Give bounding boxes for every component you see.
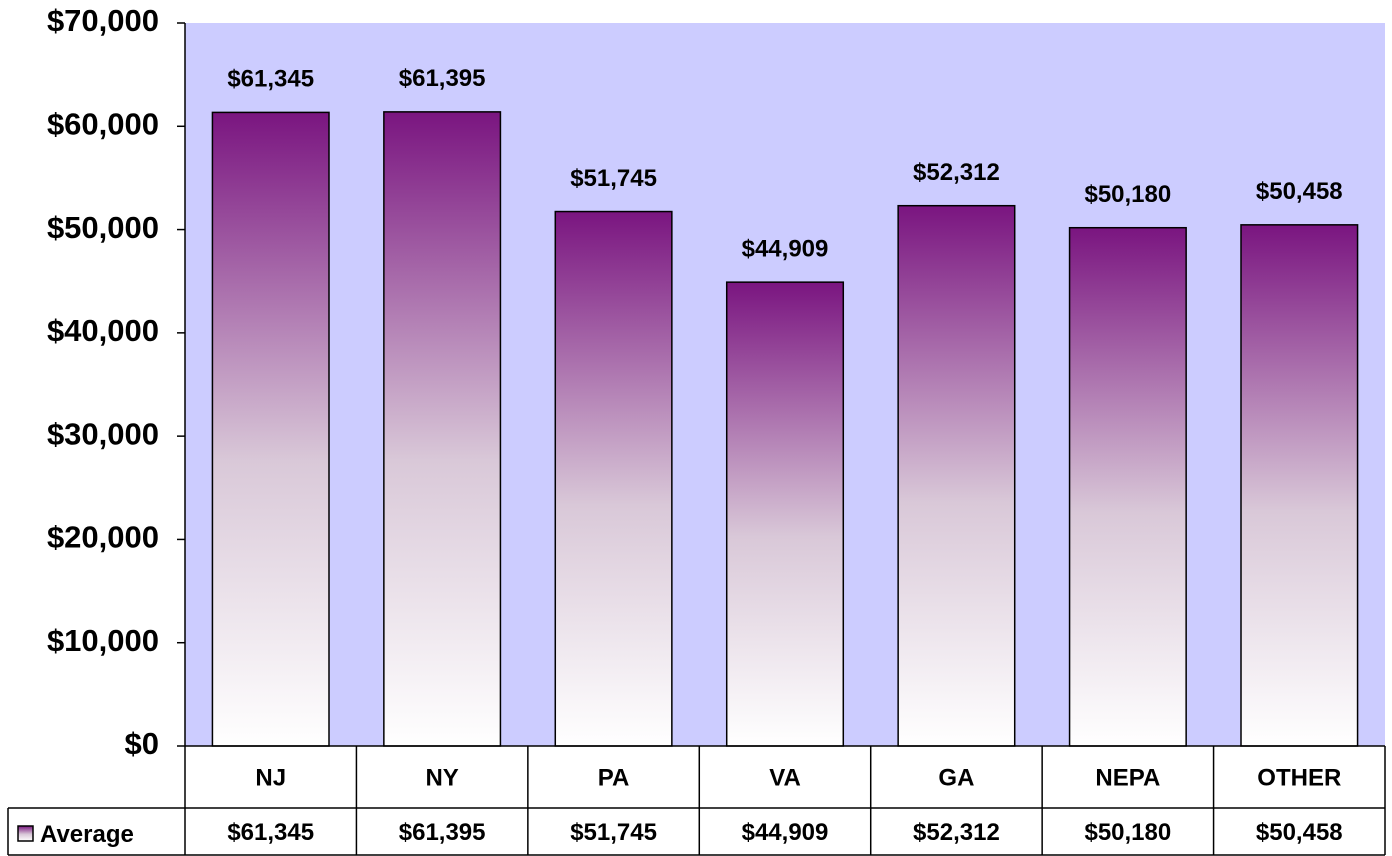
bar: [211, 111, 330, 747]
legend-key: [17, 825, 34, 842]
bar: [554, 210, 673, 747]
y-tick-label: $60,000: [47, 106, 159, 141]
data-label: $61,345: [227, 66, 314, 93]
bar: [725, 281, 845, 747]
y-tick-label: $50,000: [47, 210, 159, 245]
x-tick-label: NJ: [255, 764, 286, 791]
x-tick-label: NY: [425, 764, 458, 791]
bar: [383, 111, 502, 747]
table-value: $61,345: [227, 819, 314, 846]
data-label: $61,395: [399, 65, 486, 92]
table-value: $50,180: [1084, 819, 1171, 846]
data-label: $51,745: [570, 165, 657, 192]
data-label: $52,312: [913, 159, 1000, 186]
x-tick-label: OTHER: [1257, 764, 1341, 791]
legend-label: Average: [40, 821, 134, 848]
bar: [897, 204, 1016, 747]
bar: [1240, 224, 1359, 747]
bar: [1068, 226, 1187, 747]
data-label: $50,180: [1084, 181, 1171, 208]
x-tick-label: PA: [598, 764, 630, 791]
data-label: $50,458: [1256, 178, 1343, 205]
y-tick-label: $40,000: [47, 313, 159, 348]
table-value: $50,458: [1256, 819, 1343, 846]
y-tick-label: $30,000: [47, 416, 159, 451]
y-tick-label: $0: [125, 726, 159, 761]
x-tick-label: GA: [938, 764, 974, 791]
table-value: $61,395: [399, 819, 486, 846]
table-value: $52,312: [913, 819, 1000, 846]
table-value: $44,909: [742, 819, 829, 846]
y-tick-label: $10,000: [47, 623, 159, 658]
data-label: $44,909: [742, 235, 829, 262]
y-tick-label: $20,000: [47, 520, 159, 555]
x-tick-label: VA: [769, 764, 801, 791]
y-tick-label: $70,000: [47, 3, 159, 38]
x-tick-label: NEPA: [1095, 764, 1160, 791]
table-value: $51,745: [570, 819, 657, 846]
